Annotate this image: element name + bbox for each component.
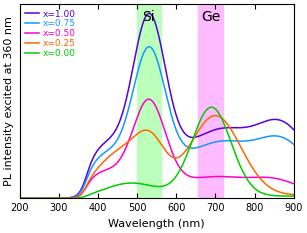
Text: Si: Si [142,10,155,24]
x=1.00 [284,121,288,124]
x=1.00 [18,197,21,200]
Line: x=1.00: x=1.00 [20,14,294,199]
x=0.75 [151,49,155,51]
x=0.25 [234,136,237,139]
Bar [198,4,223,199]
x=0.00 [151,185,155,187]
x=0.25 [32,197,36,200]
x=0.25 [284,192,288,195]
x=0.25 [292,193,296,196]
x=1.00 [234,126,237,129]
x=0.25 [151,132,155,135]
X-axis label: Wavelength (nm): Wavelength (nm) [108,219,205,229]
x=0.50 [284,180,288,182]
Line: x=0.25: x=0.25 [20,116,294,199]
x=0.00 [284,195,288,197]
x=1.00 [147,12,151,15]
x=0.50 [284,180,288,182]
x=0.75 [18,197,21,200]
x=0.75 [144,48,147,51]
x=1.00 [284,122,288,124]
x=0.00 [32,197,36,200]
x=0.50 [32,197,36,200]
x=1.00 [32,197,36,200]
Bar [137,4,161,199]
Text: Ge: Ge [201,10,220,24]
x=0.00 [284,195,288,197]
x=0.75 [284,137,288,140]
x=0.50 [18,197,21,200]
x=0.75 [32,197,36,200]
Line: x=0.00: x=0.00 [20,107,294,199]
x=0.50 [144,99,147,102]
x=0.50 [151,101,155,103]
x=0.75 [147,45,151,48]
x=0.25 [144,129,147,131]
x=0.75 [292,143,296,146]
Y-axis label: PL intensity excited at 360 nm: PL intensity excited at 360 nm [4,16,14,186]
x=0.25 [213,114,217,117]
x=0.75 [284,137,288,140]
x=0.50 [292,182,296,185]
x=0.75 [234,140,237,142]
Legend: x=1.00, x=0.75, x=0.50, x=0.25, x=0.00: x=1.00, x=0.75, x=0.50, x=0.25, x=0.00 [21,6,79,62]
Line: x=0.75: x=0.75 [20,47,294,199]
x=0.50 [147,98,151,101]
x=0.25 [284,192,288,195]
x=0.00 [144,183,147,186]
Line: x=0.50: x=0.50 [20,99,294,199]
x=0.00 [18,197,21,200]
x=1.00 [144,15,147,18]
x=0.00 [210,106,213,109]
x=0.00 [234,153,237,156]
x=1.00 [151,16,155,19]
x=0.50 [234,176,237,178]
x=0.00 [292,195,296,198]
x=0.25 [18,197,21,200]
x=1.00 [292,128,296,131]
